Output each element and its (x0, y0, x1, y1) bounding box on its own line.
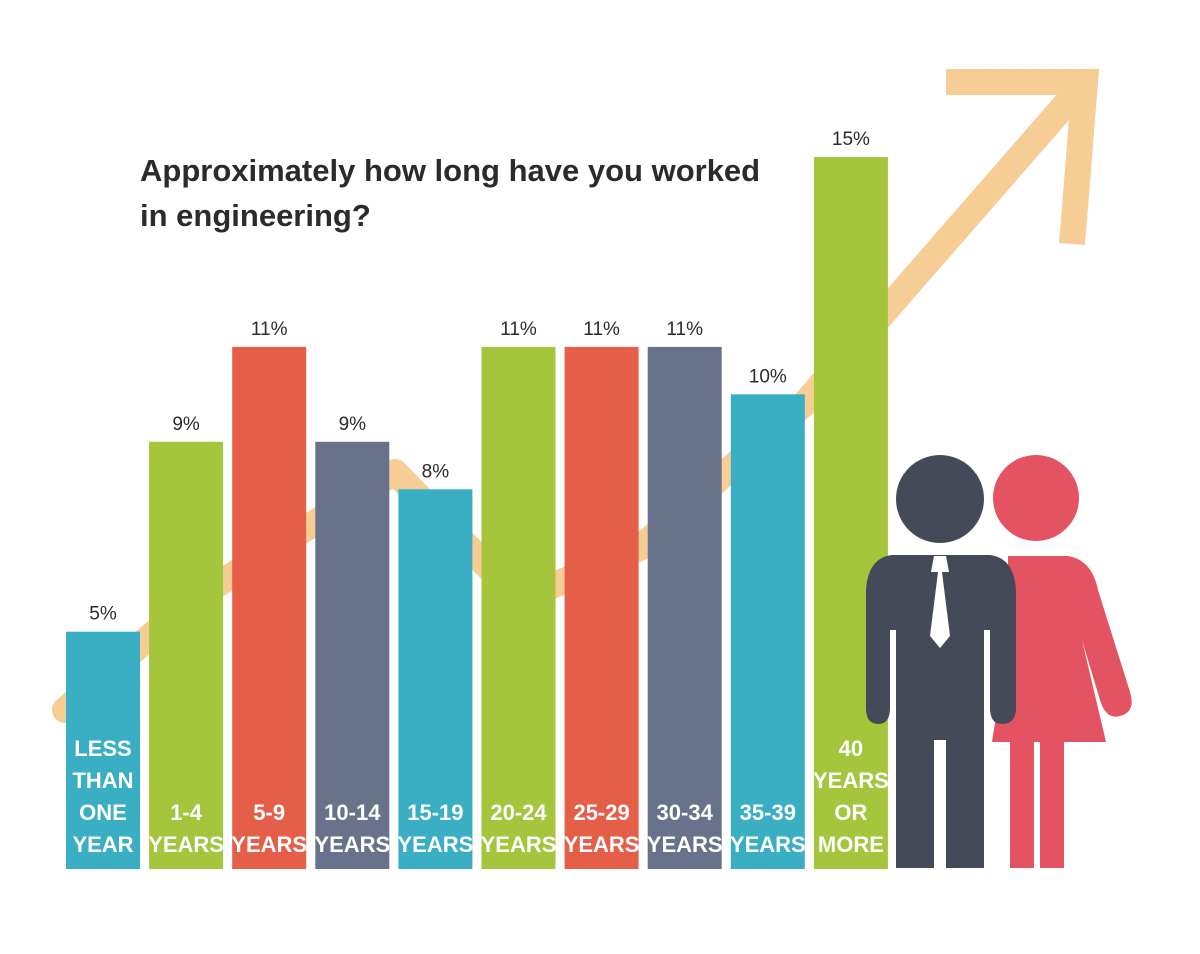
category-label-10-line-4: MORE (818, 832, 884, 857)
chart-title-line-2: in engineering? (140, 198, 371, 233)
tie-icon (930, 556, 950, 648)
category-label-1-line-3: ONE (79, 800, 127, 825)
value-label-4: 9% (339, 414, 367, 435)
bar-9 (730, 394, 805, 869)
bar-2 (149, 441, 224, 869)
bar-1 (66, 631, 140, 869)
bar-6 (481, 346, 556, 869)
bar-3 (232, 346, 307, 869)
bar-series: 5% LESS THAN ONE YEAR 9% 1-4 YEARS 11% 5-9 YEARS 9%… (66, 129, 889, 869)
businesswoman-icon (992, 455, 1132, 868)
category-label-4-line-2: YEARS (314, 832, 390, 857)
bar-7 (564, 346, 639, 869)
value-label-7: 11% (583, 319, 620, 340)
chart-title-line-1: Approximately how long have you worked (140, 153, 760, 188)
category-label-9-line-2: YEARS (730, 832, 806, 857)
category-label-3-line-2: YEARS (231, 832, 307, 857)
trend-arrowhead (946, 69, 1100, 246)
value-label-1: 5% (89, 604, 117, 625)
category-label-8-line-2: YEARS (647, 832, 723, 857)
category-label-7-line-1: 25-29 (573, 800, 629, 825)
value-label-3: 11% (251, 319, 288, 340)
category-label-5-line-1: 15-19 (407, 800, 463, 825)
category-label-10-line-3: OR (834, 800, 867, 825)
category-label-2-line-1: 1-4 (170, 800, 203, 825)
bar-10 (813, 157, 888, 869)
category-label-1-line-1: LESS (74, 736, 131, 761)
value-label-5: 8% (422, 461, 450, 482)
category-label-2-line-2: YEARS (148, 832, 224, 857)
value-label-8: 11% (666, 319, 703, 340)
category-label-10-line-1: 40 (839, 736, 863, 761)
category-label-7-line-2: YEARS (564, 832, 640, 857)
value-label-6: 11% (500, 319, 537, 340)
category-label-10-line-2: YEARS (813, 768, 889, 793)
bar-4 (315, 441, 390, 869)
value-label-2: 9% (172, 414, 200, 435)
businessman-icon (866, 455, 1016, 868)
category-label-9-line-1: 35-39 (740, 800, 796, 825)
category-label-8-line-1: 30-34 (657, 800, 714, 825)
category-label-6-line-2: YEARS (481, 832, 557, 857)
bar-8 (647, 346, 722, 869)
category-label-3-line-1: 5-9 (253, 800, 285, 825)
category-label-1-line-2: THAN (72, 768, 133, 793)
category-label-4-line-1: 10-14 (324, 800, 381, 825)
category-label-1-line-4: YEAR (72, 832, 133, 857)
value-label-10: 15% (832, 129, 870, 150)
bar-5 (398, 489, 473, 869)
category-label-6-line-1: 20-24 (490, 800, 547, 825)
category-label-5-line-2: YEARS (398, 832, 474, 857)
value-label-9: 10% (749, 366, 787, 387)
